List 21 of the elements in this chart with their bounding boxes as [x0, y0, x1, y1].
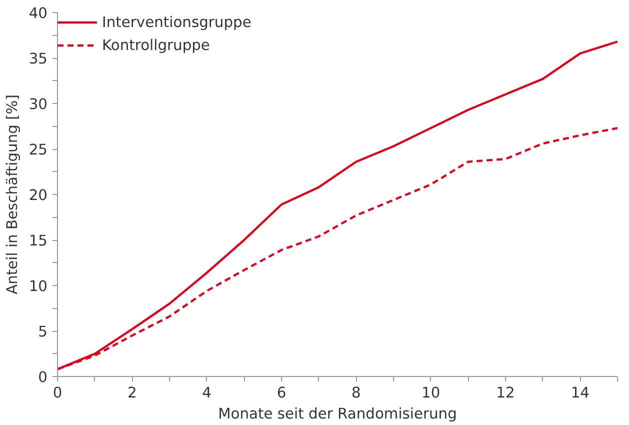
y-tick-label: 20: [28, 187, 48, 204]
y-tick-label: 25: [28, 142, 48, 158]
y-tick-label: 15: [28, 232, 48, 250]
y-tick-label: 40: [28, 5, 48, 22]
x-tick-label: 8: [352, 384, 361, 402]
y-tick-label: 5: [38, 324, 48, 340]
x-axis-title: Monate seit der Randomisierung: [218, 406, 457, 422]
x-tick-label: 0: [52, 384, 62, 402]
x-tick-label: 6: [276, 384, 286, 402]
legend-label: Interventionsgruppe: [102, 14, 252, 30]
x-tick-label: 4: [202, 384, 212, 402]
y-tick-label: 0: [38, 369, 48, 386]
y-axis-title: Anteil in Beschäftigung [%]: [4, 94, 21, 294]
y-tick-label: 30: [28, 96, 48, 113]
y-tick-label: 35: [28, 50, 48, 68]
x-tick-label: 14: [570, 384, 590, 402]
x-tick-label: 2: [128, 384, 137, 402]
x-tick-label: 10: [422, 384, 440, 402]
x-tick-label: 12: [496, 384, 515, 402]
y-tick-label: 10: [28, 278, 48, 295]
legend-label: Kontrollgruppe: [102, 36, 210, 54]
